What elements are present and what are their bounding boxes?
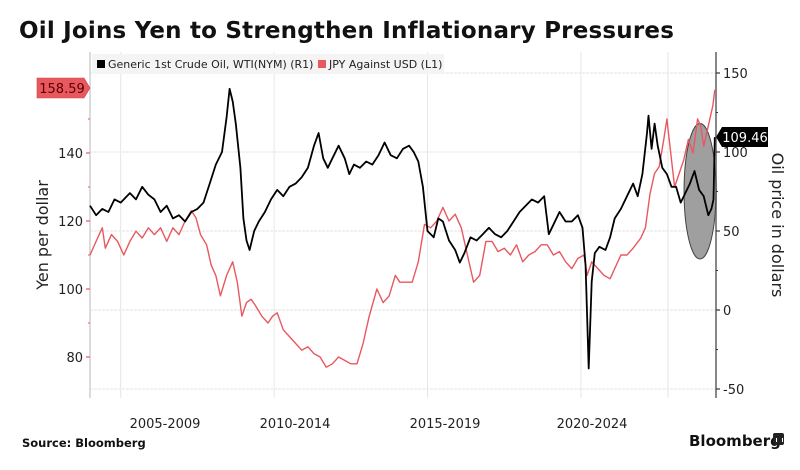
series-line-jpy [89, 89, 716, 368]
bloomberg-chart-icon [773, 433, 784, 445]
x-axis-category-label: 2005-2009 [130, 417, 201, 432]
jpy-last-value-label: 158.59 [39, 82, 85, 97]
legend-label-oil: Generic 1st Crude Oil, WTI(NYM) (R1) [108, 58, 313, 71]
right-axis-tick-label: 150 [723, 67, 748, 82]
jpy-last-value-badge [36, 77, 91, 99]
right-axis-tick-label: 50 [723, 225, 740, 240]
axes [89, 52, 717, 398]
x-axis-category-label: 2020-2024 [557, 417, 628, 432]
legend: Generic 1st Crude Oil, WTI(NYM) (R1) JPY… [97, 58, 442, 71]
chart-title: Oil Joins Yen to Strengthen Inflationary… [19, 18, 675, 44]
source-note: Source: Bloomberg [22, 436, 146, 450]
left-axis-tick-label: 100 [58, 283, 83, 298]
legend-background [92, 54, 444, 74]
left-axis-tick-label: 140 [58, 147, 83, 162]
x-axis-category-label: 2015-2019 [410, 417, 481, 432]
left-axis-tick-label: 120 [58, 215, 83, 230]
left-axis-tick-label: 80 [66, 351, 83, 366]
oil-last-value-badge [716, 127, 768, 148]
axis-labels: 80 100 120 140 -50 0 50 100 150 2005-2009 2010-201… [36, 67, 768, 432]
bloomberg-logo: Bloomberg [689, 432, 781, 450]
gridlines [90, 52, 716, 398]
x-axis-category-label: 2010-2014 [260, 417, 331, 432]
right-axis-tick-label: -50 [723, 383, 744, 398]
legend-label-jpy: JPY Against USD (L1) [328, 58, 442, 71]
oil-last-value-label: 109.46 [722, 131, 768, 146]
right-axis-title: Oil price in dollars [768, 153, 787, 298]
legend-swatch-jpy [318, 60, 326, 68]
series-lines [89, 87, 716, 370]
series-line-oil [89, 87, 716, 370]
right-axis-tick-label: 0 [723, 304, 731, 319]
right-axis-tick-label: 100 [723, 146, 748, 161]
left-axis-title: Yen per dollar [33, 180, 52, 291]
legend-swatch-oil [97, 60, 105, 68]
